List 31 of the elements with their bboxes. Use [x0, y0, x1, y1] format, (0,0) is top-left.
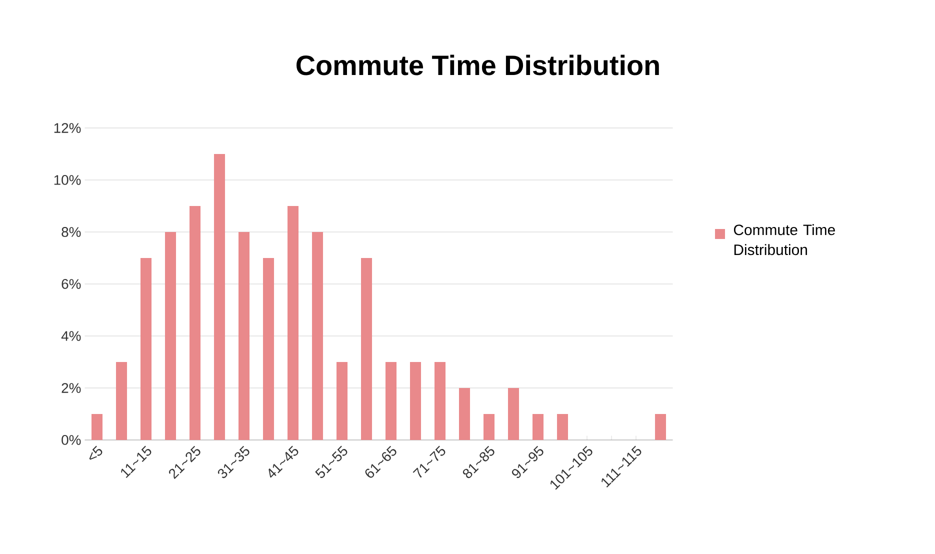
- bar: [434, 362, 446, 440]
- bar: [484, 414, 495, 440]
- bar: [557, 414, 568, 440]
- bar: [92, 414, 103, 440]
- bar: [190, 206, 201, 440]
- y-tick-label: 12%: [54, 123, 81, 133]
- bar: [238, 232, 250, 440]
- x-tick-label: <5: [89, 446, 102, 460]
- bar: [140, 258, 152, 440]
- y-tick-label: 6%: [62, 279, 81, 289]
- legend-label: Commute Time Distribution: [734, 224, 835, 256]
- bar: [288, 206, 299, 440]
- bar: [386, 362, 397, 440]
- bar: [263, 258, 274, 440]
- y-tick-label: 2%: [62, 383, 81, 393]
- bar: [214, 154, 226, 440]
- bar: [532, 414, 544, 440]
- bar: [655, 414, 666, 440]
- y-tick-label: 10%: [54, 175, 81, 185]
- bar: [116, 362, 128, 440]
- bar: [312, 232, 324, 440]
- bar: [508, 388, 520, 440]
- y-tick-label: 8%: [62, 227, 81, 237]
- y-tick-label: 4%: [61, 331, 81, 341]
- bar: [361, 258, 372, 440]
- bar: [336, 362, 348, 440]
- y-tick-label: 0%: [62, 435, 81, 445]
- bar: [459, 388, 470, 440]
- chart-title: Commute Time Distribution: [296, 54, 659, 76]
- bar: [165, 232, 176, 440]
- bar: [410, 362, 422, 440]
